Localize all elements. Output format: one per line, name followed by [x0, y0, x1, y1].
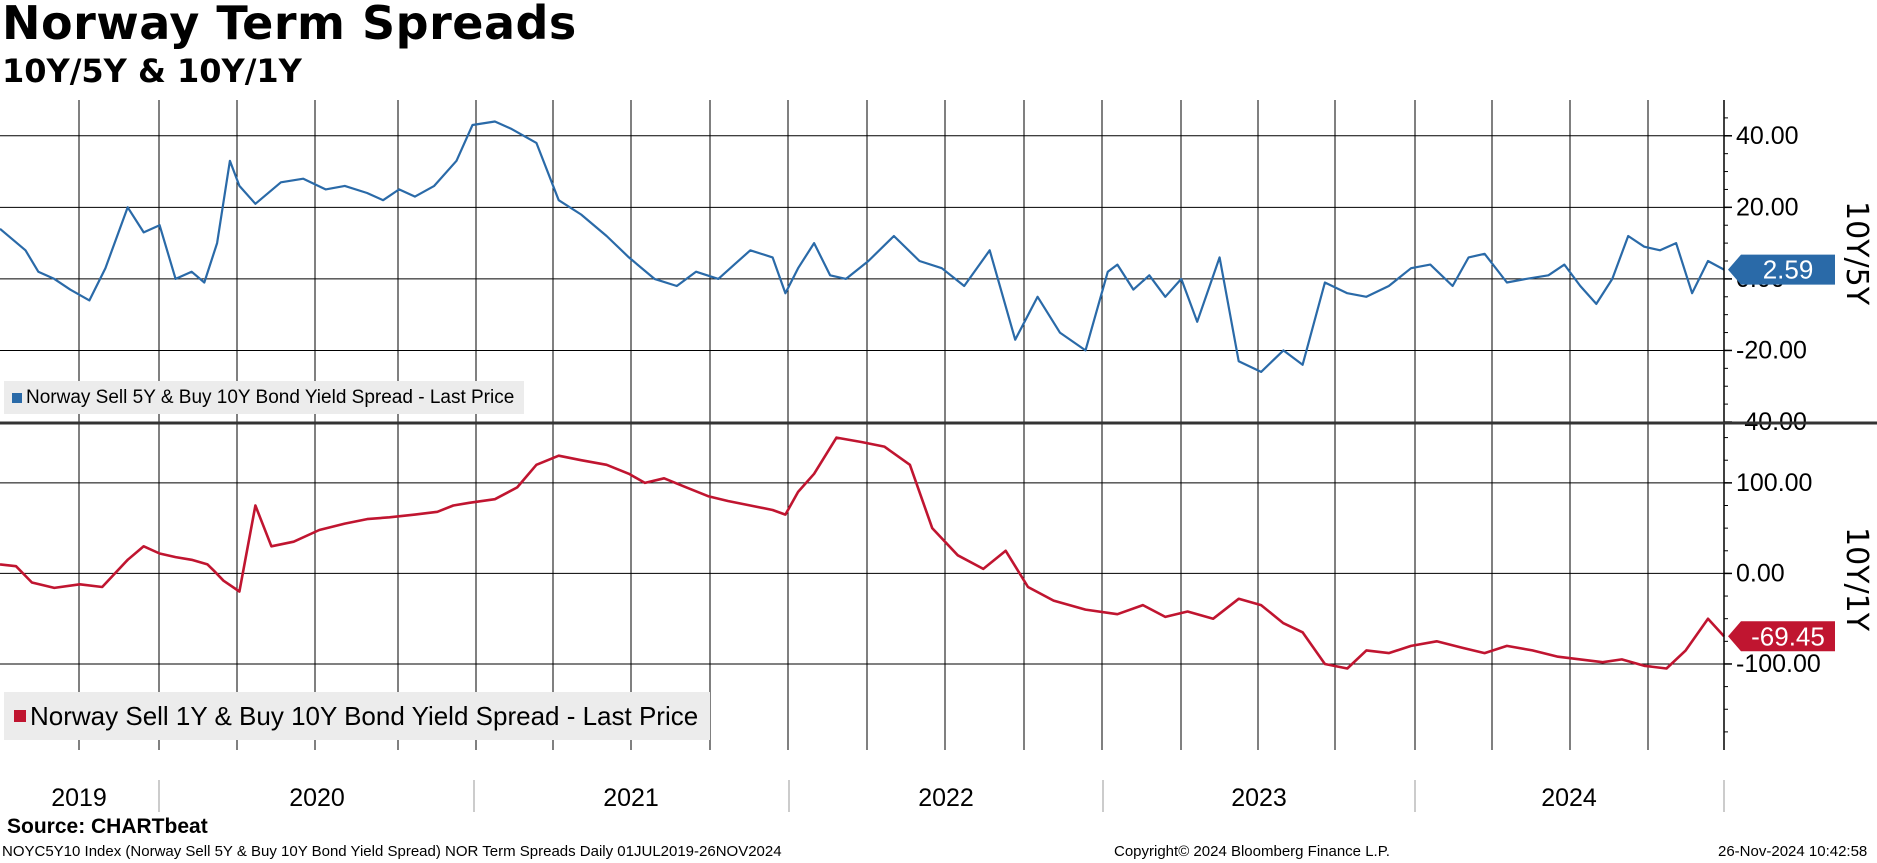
legend-label-bottom: Norway Sell 1Y & Buy 10Y Bond Yield Spre… — [30, 700, 699, 731]
page-subtitle: 10Y/5Y & 10Y/1Y — [2, 52, 302, 90]
x-year-label: 2021 — [603, 784, 659, 812]
y-tick-label: -20.00 — [1736, 336, 1807, 364]
last-value-tag-1 — [1728, 621, 1835, 652]
y-tick-label: -100.00 — [1736, 650, 1821, 678]
copyright-note: Copyright© 2024 Bloomberg Finance L.P. — [1114, 843, 1390, 860]
x-year-label: 2022 — [918, 784, 974, 812]
y-axis-title: 10Y/5Y — [1839, 201, 1874, 306]
series-layer — [0, 120, 1725, 670]
legend-top: Norway Sell 5Y & Buy 10Y Bond Yield Spre… — [4, 381, 525, 414]
last-value-label: 2.59 — [1763, 255, 1814, 285]
source-note: Source: CHARTbeat — [7, 815, 208, 838]
x-year-label: 2023 — [1231, 784, 1287, 812]
legend-bottom: Norway Sell 1Y & Buy 10Y Bond Yield Spre… — [4, 692, 711, 740]
page-title: Norway Term Spreads — [2, 0, 577, 50]
timestamp: 26-Nov-2024 10:42:58 — [1718, 843, 1868, 860]
series-line-1 — [0, 436, 1725, 670]
last-value-label: -69.45 — [1751, 621, 1825, 651]
axis-layer: 40.0020.000.00-20.00-40.0010Y/5Y100.000.… — [0, 100, 1877, 812]
x-year-label: 2019 — [51, 784, 107, 812]
y-tick-label: 20.00 — [1736, 193, 1799, 221]
grid-layer — [0, 100, 1724, 750]
y-axis-title: 10Y/1Y — [1839, 527, 1874, 632]
index-note: NOYC5Y10 Index (Norway Sell 5Y & Buy 10Y… — [2, 843, 782, 860]
y-tick-label: 100.00 — [1736, 469, 1812, 497]
last-value-tag-0 — [1728, 254, 1835, 285]
legend-label-top: Norway Sell 5Y & Buy 10Y Bond Yield Spre… — [26, 386, 515, 408]
x-year-label: 2020 — [289, 784, 345, 812]
series-line-0 — [0, 120, 1725, 373]
legend-swatch-blue — [12, 392, 22, 403]
marker-layer: 2.59 -69.45 — [1728, 255, 1835, 652]
y-tick-label: 40.00 — [1736, 122, 1799, 150]
legend-swatch-red — [14, 710, 26, 722]
y-tick-label: 0.00 — [1736, 559, 1785, 587]
x-year-label: 2024 — [1541, 784, 1597, 812]
